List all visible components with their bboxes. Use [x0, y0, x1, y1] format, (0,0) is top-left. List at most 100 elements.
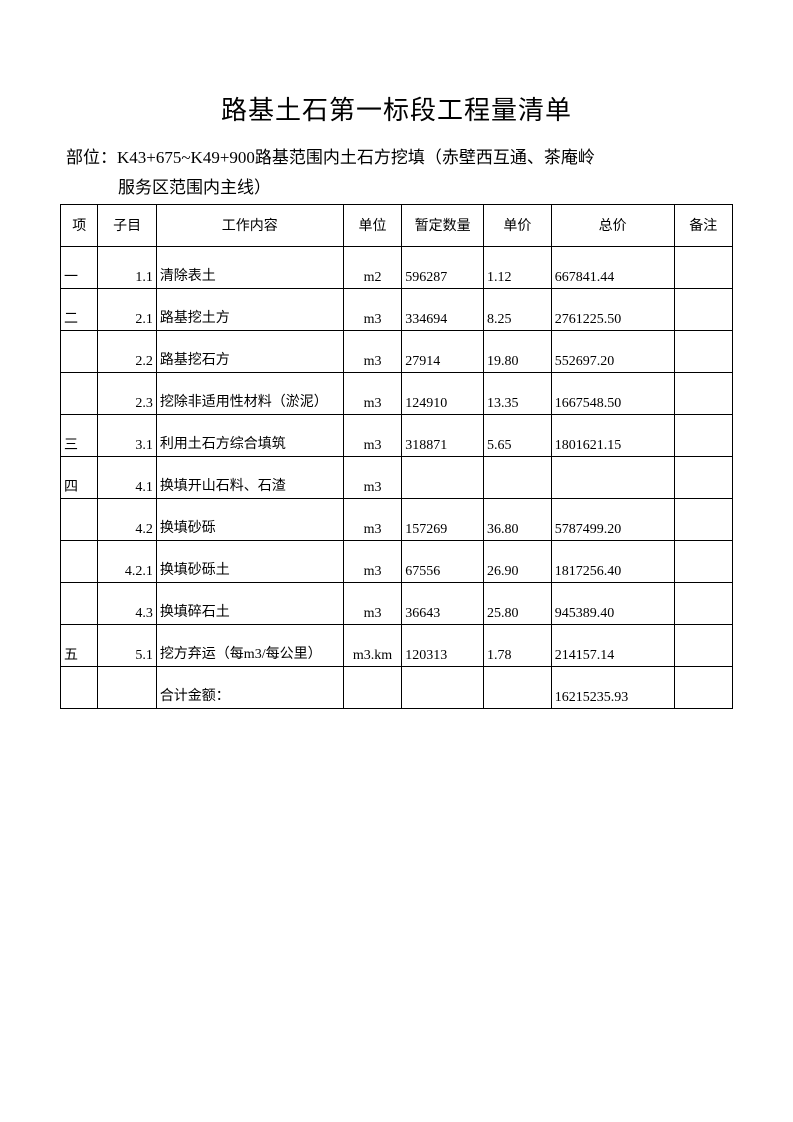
cell-xiang: 四: [61, 457, 98, 499]
cell-unit: m3.km: [343, 625, 401, 667]
cell-unit: m3: [343, 289, 401, 331]
cell-qty: 27914: [402, 331, 484, 373]
cell-xiang: 一: [61, 247, 98, 289]
cell-price: [484, 457, 552, 499]
header-total: 总价: [551, 205, 674, 247]
table-row: 合计金额： 16215235.93: [61, 667, 733, 709]
table-row: 4.2.1换填砂砾土m36755626.901817256.40: [61, 541, 733, 583]
cell-price: 8.25: [484, 289, 552, 331]
cell-xiang: 五: [61, 625, 98, 667]
cell-total: 1817256.40: [551, 541, 674, 583]
cell-remark: [674, 583, 733, 625]
cell-unit: m2: [343, 247, 401, 289]
cell-price: 1.12: [484, 247, 552, 289]
header-zimu: 子目: [98, 205, 156, 247]
cell-zimu: 4.2.1: [98, 541, 156, 583]
cell-unit: m3: [343, 457, 401, 499]
cell-remark: [674, 289, 733, 331]
cell-zimu: 5.1: [98, 625, 156, 667]
cell-xiang: [61, 667, 98, 709]
cell-unit: m3: [343, 499, 401, 541]
cell-qty: 67556: [402, 541, 484, 583]
cell-xiang: [61, 373, 98, 415]
cell-content: 挖除非适用性材料（淤泥）: [156, 373, 343, 415]
cell-qty: 318871: [402, 415, 484, 457]
table-row: 4.3换填碎石土m33664325.80945389.40: [61, 583, 733, 625]
cell-content: 换填开山石料、石渣: [156, 457, 343, 499]
cell-price: 36.80: [484, 499, 552, 541]
cell-content: 换填砂砾: [156, 499, 343, 541]
cell-zimu: 4.2: [98, 499, 156, 541]
cell-remark: [674, 457, 733, 499]
cell-unit: m3: [343, 541, 401, 583]
header-content: 工作内容: [156, 205, 343, 247]
subtitle-label: 部位：: [66, 148, 117, 167]
cell-xiang: [61, 499, 98, 541]
cell-remark: [674, 415, 733, 457]
quantity-table: 项 子目 工作内容 单位 暂定数量 单价 总价 备注 一1.1清除表土m2596…: [60, 204, 733, 709]
cell-xiang: [61, 541, 98, 583]
cell-content: 合计金额：: [156, 667, 343, 709]
cell-qty: 120313: [402, 625, 484, 667]
cell-zimu: 2.1: [98, 289, 156, 331]
cell-qty: 157269: [402, 499, 484, 541]
cell-price: [484, 667, 552, 709]
cell-remark: [674, 247, 733, 289]
cell-unit: m3: [343, 373, 401, 415]
cell-qty: 36643: [402, 583, 484, 625]
cell-remark: [674, 331, 733, 373]
cell-xiang: [61, 583, 98, 625]
subtitle-line2: 服务区范围内主线）: [60, 175, 733, 201]
cell-remark: [674, 667, 733, 709]
cell-total: 2761225.50: [551, 289, 674, 331]
cell-remark: [674, 373, 733, 415]
cell-content: 挖方弃运（每m3/每公里）: [156, 625, 343, 667]
cell-unit: m3: [343, 331, 401, 373]
table-row: 四4.1换填开山石料、石渣m3: [61, 457, 733, 499]
cell-remark: [674, 541, 733, 583]
cell-zimu: 4.1: [98, 457, 156, 499]
table-row: 2.2路基挖石方m32791419.80552697.20: [61, 331, 733, 373]
header-qty: 暂定数量: [402, 205, 484, 247]
table-header-row: 项 子目 工作内容 单位 暂定数量 单价 总价 备注: [61, 205, 733, 247]
cell-zimu: 4.3: [98, 583, 156, 625]
page-title: 路基土石第一标段工程量清单: [60, 90, 733, 127]
cell-xiang: 三: [61, 415, 98, 457]
cell-price: 25.80: [484, 583, 552, 625]
table-row: 一1.1清除表土m25962871.12667841.44: [61, 247, 733, 289]
cell-unit: m3: [343, 415, 401, 457]
header-unit: 单位: [343, 205, 401, 247]
cell-price: 26.90: [484, 541, 552, 583]
cell-total: 16215235.93: [551, 667, 674, 709]
cell-total: 945389.40: [551, 583, 674, 625]
cell-total: 5787499.20: [551, 499, 674, 541]
cell-total: 667841.44: [551, 247, 674, 289]
cell-xiang: 二: [61, 289, 98, 331]
table-row: 五5.1挖方弃运（每m3/每公里）m3.km1203131.78214157.1…: [61, 625, 733, 667]
cell-remark: [674, 499, 733, 541]
cell-qty: 596287: [402, 247, 484, 289]
cell-content: 清除表土: [156, 247, 343, 289]
table-row: 三3.1利用土石方综合填筑m33188715.651801621.15: [61, 415, 733, 457]
subtitle-line1: 部位：K43+675~K49+900路基范围内土石方挖填（赤壁西互通、茶庵岭: [60, 145, 733, 171]
cell-qty: [402, 457, 484, 499]
cell-zimu: [98, 667, 156, 709]
cell-price: 5.65: [484, 415, 552, 457]
cell-qty: 334694: [402, 289, 484, 331]
table-row: 4.2换填砂砾m315726936.805787499.20: [61, 499, 733, 541]
cell-content: 换填砂砾土: [156, 541, 343, 583]
cell-content: 路基挖土方: [156, 289, 343, 331]
cell-price: 19.80: [484, 331, 552, 373]
cell-unit: [343, 667, 401, 709]
cell-content: 利用土石方综合填筑: [156, 415, 343, 457]
cell-total: [551, 457, 674, 499]
cell-total: 214157.14: [551, 625, 674, 667]
cell-total: 552697.20: [551, 331, 674, 373]
cell-unit: m3: [343, 583, 401, 625]
cell-price: 13.35: [484, 373, 552, 415]
table-row: 2.3挖除非适用性材料（淤泥）m312491013.351667548.50: [61, 373, 733, 415]
cell-xiang: [61, 331, 98, 373]
cell-zimu: 2.3: [98, 373, 156, 415]
cell-qty: 124910: [402, 373, 484, 415]
header-remark: 备注: [674, 205, 733, 247]
